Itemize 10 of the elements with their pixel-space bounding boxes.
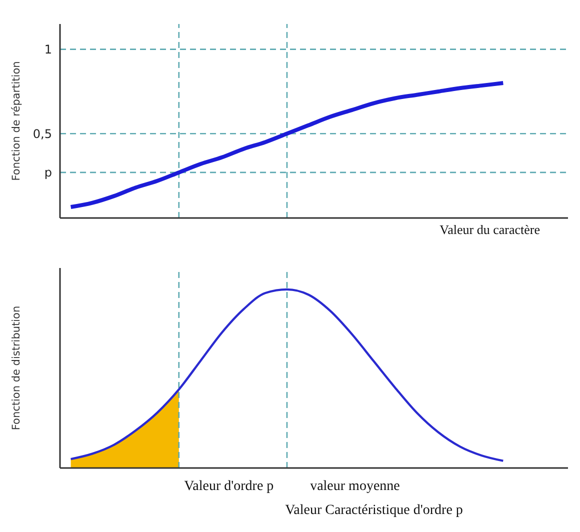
line-series [68, 81, 506, 210]
y-tick-label: 0,5 [32, 126, 52, 141]
x-axis-title: Valeur du caractère [440, 222, 540, 237]
text: valeur moyenne [310, 478, 400, 494]
y-tick-label: 1 [44, 42, 52, 57]
y-tick-label: p [44, 166, 52, 180]
y-axis-title: Fonction de distribution [10, 306, 23, 430]
x-axis-title: Valeur Caractéristique d'ordre p [285, 503, 463, 518]
y-axis-title: Fonction de répartition [10, 61, 23, 181]
text: Valeur d'ordre p [184, 478, 274, 494]
